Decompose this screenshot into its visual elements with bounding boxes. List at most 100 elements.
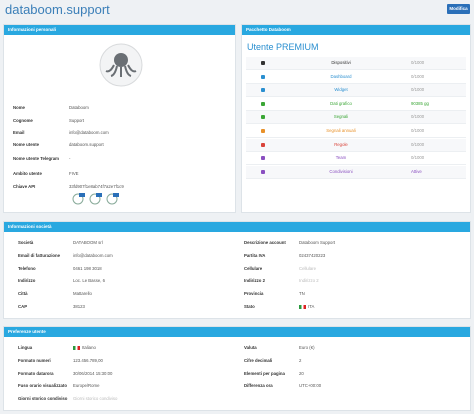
plan-label: Regole (334, 141, 348, 147)
row-icon (261, 74, 265, 79)
plan-row: Segnali annuali 0/1000 (246, 125, 466, 138)
flag (299, 304, 306, 309)
field-value: 0461 198 3018 (73, 266, 102, 271)
field-label: Email (13, 130, 25, 135)
field-label: Valuta (244, 345, 257, 350)
field-value: 30/06/2014 15:30:00 (73, 371, 112, 376)
company-panel: Informazioni società Società DATABOOM srl… (3, 221, 471, 319)
field-label: Giorni storico condiviso (18, 396, 68, 402)
row-icon (261, 156, 265, 161)
plan-subtitle: Utente PREMIUM (247, 42, 319, 52)
field-value: Databoom Support (299, 240, 335, 245)
plan-row: Regole 0/1000 (246, 138, 466, 152)
value-text: info@databoom.com (73, 252, 113, 258)
field-label: Città (18, 291, 28, 297)
field-value: 123.456.789,00 (73, 358, 103, 363)
value-text: Indirizzo 2 (299, 278, 319, 284)
field-label: Indirizzo (18, 278, 36, 284)
field-label: Stato (244, 304, 255, 309)
value-text: Loc. Le Basse, 6 (73, 278, 106, 284)
plan-value: 0/1000 (411, 87, 425, 93)
value-text: Giorni storico condiviso (73, 396, 118, 402)
plan-value: 0/1000 (411, 155, 425, 161)
row-icon (261, 115, 265, 120)
edit-button[interactable]: Modifica (447, 4, 470, 14)
plan-label: Dati grafico (330, 100, 352, 106)
plan-value: Attive (411, 168, 422, 174)
field-value: info@databoom.com (73, 253, 113, 258)
field-label: Ambito utente (13, 171, 42, 176)
field-label: Chiave API (13, 184, 36, 189)
plan-value: 90385 gg (411, 100, 429, 106)
field-value: Loc. Le Basse, 6 (73, 278, 105, 283)
field-value: Europe/Rome (73, 383, 100, 388)
plan-panel: Pacchetto Databoom Utente PREMIUM Dispos… (241, 24, 471, 213)
plan-value: 0/1000 (411, 60, 425, 65)
value-text: 30/06/2014 15:30:00 (73, 370, 113, 376)
field-value: Indirizzo 2 (299, 278, 319, 283)
plan-row: Widget 0/1000 (246, 84, 466, 98)
field-value: Italiano (73, 345, 96, 350)
plan-row: Segnali 0/1000 (246, 111, 466, 125)
value-text: Databoom Support (299, 240, 336, 245)
field-label: Email di fatturazione (18, 252, 61, 258)
value-text: Italiano (82, 345, 96, 350)
field-value: 33fd907f1e8ab74f7a2e7f1c9 (69, 184, 124, 189)
value-text: 123.456.789,00 (73, 357, 103, 363)
value-text: UTC+00:00 (299, 383, 322, 389)
plan-row: Dispositivi 0/1000 (246, 57, 466, 70)
field-label: Fuso orario visualizzato (18, 383, 67, 389)
row-icon (261, 142, 265, 147)
row-icon (261, 101, 265, 106)
field-label: Cifre decimali (244, 357, 273, 363)
plan-row: Team 0/1000 (246, 152, 466, 166)
field-value: Giorni storico condiviso (73, 396, 117, 401)
field-label: Cognome (13, 118, 33, 123)
plan-row: Dati grafico 90385 gg (246, 98, 466, 111)
panel-title: Pacchetto Databoom (242, 25, 470, 35)
value-text: TN (299, 291, 305, 297)
plan-label: Team (335, 155, 347, 161)
value-text: 20 (299, 370, 304, 376)
field-label: Indirizzo 2 (244, 278, 266, 284)
avatar (99, 43, 143, 87)
panel-title: Informazioni personali (4, 25, 235, 35)
field-value: FIVE (69, 171, 79, 176)
personal-panel: Informazioni personali Nome Databoom Cogno… (3, 24, 236, 213)
field-value: Mattarello (73, 291, 92, 296)
value-text: 0461 198 3018 (73, 265, 102, 271)
field-value: - (69, 156, 71, 161)
plan-label: Widget (334, 87, 348, 93)
value-text: Euro (€) (299, 345, 315, 350)
row-icon (261, 61, 265, 65)
field-label: Partita IVA (244, 252, 266, 258)
value-text: 02437420223 (299, 252, 326, 258)
field-value: DATABOOM srl (73, 240, 103, 245)
plan-label: Condivisioni (329, 168, 353, 174)
plan-label: Segnali (333, 114, 349, 120)
plan-row: Dashboard 0/1000 (246, 71, 466, 84)
field-value: Databoom (69, 105, 89, 110)
plan-row: Condivisioni Attive (246, 165, 466, 179)
field-value: Euro (€) (299, 345, 315, 350)
row-icon (261, 88, 265, 93)
value-text: Mattarello (73, 291, 92, 297)
field-label: Lingua (18, 345, 33, 350)
value-text: Cellulare (299, 265, 316, 271)
value-text: Europe/Rome (73, 383, 100, 389)
plan-value: 0/1000 (411, 128, 425, 133)
field-label: Cellulare (244, 265, 263, 271)
field-label: Elementi per pagina (244, 370, 285, 376)
plan-label: Dispositivi (331, 60, 351, 65)
flag (73, 345, 80, 350)
field-value: info@databoom.com (69, 130, 109, 135)
row-icon (261, 169, 265, 174)
field-value: 38123 (73, 304, 85, 309)
field-label: Provincia (244, 291, 264, 297)
value-text: 38123 (73, 304, 85, 309)
value-text: DATABOOM srl (73, 240, 103, 245)
plan-value: 0/1000 (411, 114, 425, 120)
field-value: databoom.support (69, 142, 104, 147)
app-icons (72, 193, 119, 205)
